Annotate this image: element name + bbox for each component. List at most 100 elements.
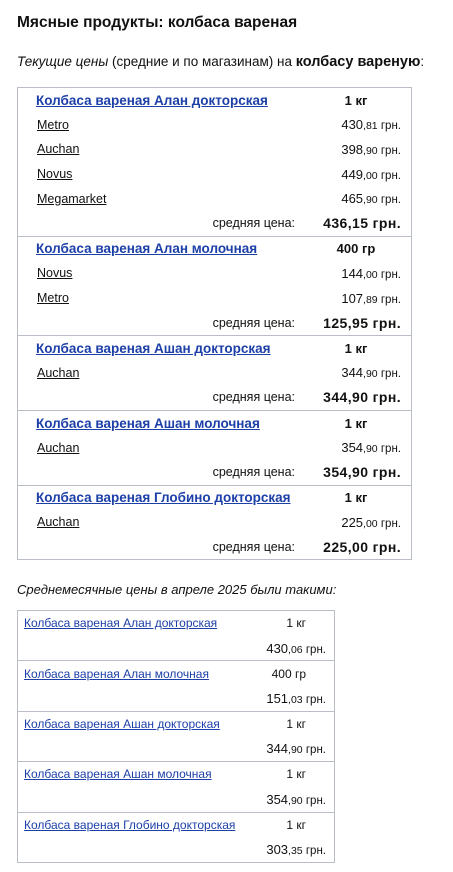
store-price-row: Auchan 225,00 грн.: [18, 510, 412, 535]
monthly-price: 430,06 грн.: [18, 636, 335, 661]
monthly-price-row: 430,06 грн.: [18, 636, 335, 661]
store-price-row: Metro 430,81 грн.: [18, 113, 412, 138]
average-price: 125,95 грн.: [323, 314, 401, 331]
store-link[interactable]: Novus: [37, 266, 73, 281]
average-price-row: средняя цена: 436,15 грн.: [18, 211, 412, 236]
product-link[interactable]: Колбаса вареная Ашан докторская: [36, 340, 271, 356]
price-kop: ,00: [363, 268, 378, 281]
monthly-name-row: Колбаса вареная Глобино докторская 1 кг: [17, 811, 335, 838]
product-weight: 1 кг: [344, 92, 368, 108]
product-name-cell: Колбаса вареная Ашан докторская: [17, 334, 301, 361]
store-link[interactable]: Megamarket: [37, 191, 107, 206]
average-price-row: средняя цена: 125,95 грн.: [18, 310, 412, 335]
price-currency: грн.: [302, 693, 326, 706]
store-price-row: Metro 107,89 грн.: [18, 286, 412, 311]
average-price-row: средняя цена: 344,90 грн.: [18, 385, 412, 410]
monthly-prices-table: Колбаса вареная Алан докторская 1 кг 430,0…: [17, 610, 335, 863]
store-price-row: Megamarket 465,90 грн.: [18, 186, 412, 211]
product-name-cell: Колбаса вареная Глобино докторская: [17, 484, 301, 511]
store-name-cell: Auchan: [18, 510, 302, 535]
price-currency: грн.: [377, 517, 401, 530]
monthly-weight: 1 кг: [246, 761, 335, 787]
monthly-product-link[interactable]: Колбаса вареная Ашан молочная: [24, 767, 212, 782]
monthly-price-row: 303,35 грн.: [18, 837, 335, 862]
store-name-cell: Metro: [18, 113, 302, 138]
store-name-cell: Metro: [18, 286, 302, 311]
page-title: Мясные продукты: колбаса вареная: [17, 14, 298, 31]
price-kop: ,90: [363, 443, 378, 456]
monthly-name-row: Колбаса вареная Алан докторская 1 кг: [18, 611, 335, 636]
price-currency: грн.: [302, 794, 326, 807]
monthly-price: 344,90 грн.: [18, 736, 335, 761]
product-header-row: Колбаса вареная Ашан молочная 1 кг: [17, 409, 412, 436]
price-int: 225: [341, 514, 364, 530]
price-kop: ,90: [363, 368, 378, 381]
store-link[interactable]: Metro: [37, 291, 69, 306]
store-price-row: Novus 449,00 грн.: [18, 162, 412, 187]
price-int: 449: [341, 166, 364, 182]
price-int: 107: [341, 290, 364, 306]
store-link[interactable]: Novus: [37, 167, 73, 182]
monthly-product-link[interactable]: Колбаса вареная Алан докторская: [24, 616, 218, 631]
average-label: средняя цена:: [212, 465, 295, 480]
price-int: 151: [266, 690, 289, 706]
store-link[interactable]: Auchan: [37, 365, 80, 380]
monthly-product-link[interactable]: Колбаса вареная Алан молочная: [24, 666, 209, 681]
price-currency: грн.: [377, 268, 401, 281]
store-link[interactable]: Metro: [37, 117, 69, 132]
monthly-note: Среднемесячные цены в апреле 2025 были т…: [17, 582, 337, 597]
price-int: 398: [341, 141, 364, 157]
average-price: 225,00 грн.: [323, 538, 401, 555]
store-name-cell: Novus: [18, 261, 302, 286]
monthly-name-cell: Колбаса вареная Ашан докторская: [17, 710, 246, 737]
price-currency: грн.: [377, 443, 401, 456]
store-link[interactable]: Auchan: [37, 142, 80, 157]
monthly-name-row: Колбаса вареная Ашан молочная 1 кг: [17, 761, 335, 787]
price-int: 354: [266, 791, 289, 807]
price-currency: грн.: [377, 368, 401, 381]
product-name-cell: Колбаса вареная Ашан молочная: [17, 409, 301, 436]
monthly-price-row: 151,03 грн.: [18, 686, 335, 711]
product-weight: 400 гр: [301, 235, 412, 262]
store-name-cell: Auchan: [18, 435, 302, 460]
price-kop: ,03: [288, 693, 303, 706]
store-price: 398,90 грн.: [301, 137, 412, 162]
store-link[interactable]: Auchan: [37, 440, 80, 455]
product-link[interactable]: Колбаса вареная Алан молочная: [36, 241, 258, 257]
monthly-price: 303,35 грн.: [18, 837, 335, 862]
average-label: средняя цена:: [212, 539, 295, 554]
store-price-row: Auchan 398,90 грн.: [18, 137, 412, 162]
store-name-cell: Novus: [18, 162, 302, 187]
average-price: 354,90 грн.: [323, 464, 401, 481]
product-link[interactable]: Колбаса вареная Алан докторская: [36, 92, 268, 108]
store-price: 430,81 грн.: [301, 113, 412, 138]
product-link[interactable]: Колбаса вареная Глобино докторская: [36, 490, 291, 506]
price-kop: ,00: [363, 169, 378, 182]
store-link[interactable]: Auchan: [37, 515, 80, 530]
product-link[interactable]: Колбаса вареная Ашан молочная: [36, 415, 260, 431]
product-header-row: Колбаса вареная Глобино докторская 1 кг: [17, 484, 412, 511]
product-name-cell: Колбаса вареная Алан молочная: [17, 235, 301, 262]
product-header-row: Колбаса вареная Алан докторская 1 кг: [18, 88, 412, 113]
average-price: 436,15 грн.: [323, 215, 401, 232]
average-price-row: средняя цена: 225,00 грн.: [18, 535, 412, 560]
store-price: 225,00 грн.: [301, 510, 412, 535]
intro-end: :: [420, 54, 425, 69]
monthly-name-cell: Колбаса вареная Алан докторская: [18, 611, 247, 636]
monthly-name-row: Колбаса вареная Алан молочная 400 гр: [17, 660, 335, 687]
intro-italic: Текущие цены: [17, 54, 109, 69]
monthly-product-link[interactable]: Колбаса вареная Ашан докторская: [24, 717, 220, 732]
average-price: 344,90 грн.: [323, 389, 401, 406]
price-kop: ,35: [288, 845, 303, 858]
product-name-cell: Колбаса вареная Алан докторская: [18, 88, 302, 113]
price-kop: ,90: [363, 194, 378, 207]
monthly-name-cell: Колбаса вареная Глобино докторская: [17, 811, 246, 838]
current-prices-table: Колбаса вареная Алан докторская 1 кг Metro…: [17, 87, 412, 561]
price-int: 354: [341, 440, 364, 456]
store-price-row: Novus 144,00 грн.: [18, 261, 412, 286]
intro-text: Текущие цены (средние и по магазинам) на…: [17, 54, 424, 70]
monthly-weight: 400 гр: [246, 660, 335, 687]
product-weight: 1 кг: [301, 484, 412, 511]
monthly-product-link[interactable]: Колбаса вареная Глобино докторская: [24, 817, 236, 832]
product-weight: 1 кг: [301, 334, 412, 361]
